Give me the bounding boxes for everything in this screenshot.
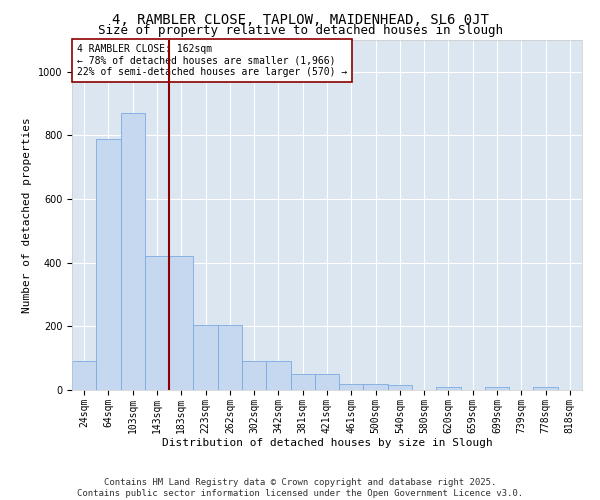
Bar [96, 138, 121, 390]
Bar [242, 362, 266, 390]
Y-axis label: Number of detached properties: Number of detached properties [22, 117, 32, 313]
Text: 4, RAMBLER CLOSE, TAPLOW, MAIDENHEAD, SL6 0JT: 4, RAMBLER CLOSE, TAPLOW, MAIDENHEAD, SL… [112, 12, 488, 26]
Bar [72, 362, 96, 390]
Bar [290, 374, 315, 390]
Bar [193, 325, 218, 390]
Bar [218, 325, 242, 390]
Bar [169, 256, 193, 390]
Text: 4 RAMBLER CLOSE: 162sqm
← 78% of detached houses are smaller (1,966)
22% of semi: 4 RAMBLER CLOSE: 162sqm ← 78% of detache… [77, 44, 347, 76]
Bar [388, 385, 412, 390]
Bar [436, 387, 461, 390]
Text: Contains HM Land Registry data © Crown copyright and database right 2025.
Contai: Contains HM Land Registry data © Crown c… [77, 478, 523, 498]
Bar [145, 256, 169, 390]
X-axis label: Distribution of detached houses by size in Slough: Distribution of detached houses by size … [161, 438, 493, 448]
Bar [339, 384, 364, 390]
Bar [533, 387, 558, 390]
Bar [315, 374, 339, 390]
Bar [485, 387, 509, 390]
Bar [266, 362, 290, 390]
Text: Size of property relative to detached houses in Slough: Size of property relative to detached ho… [97, 24, 503, 37]
Bar [121, 113, 145, 390]
Bar [364, 384, 388, 390]
